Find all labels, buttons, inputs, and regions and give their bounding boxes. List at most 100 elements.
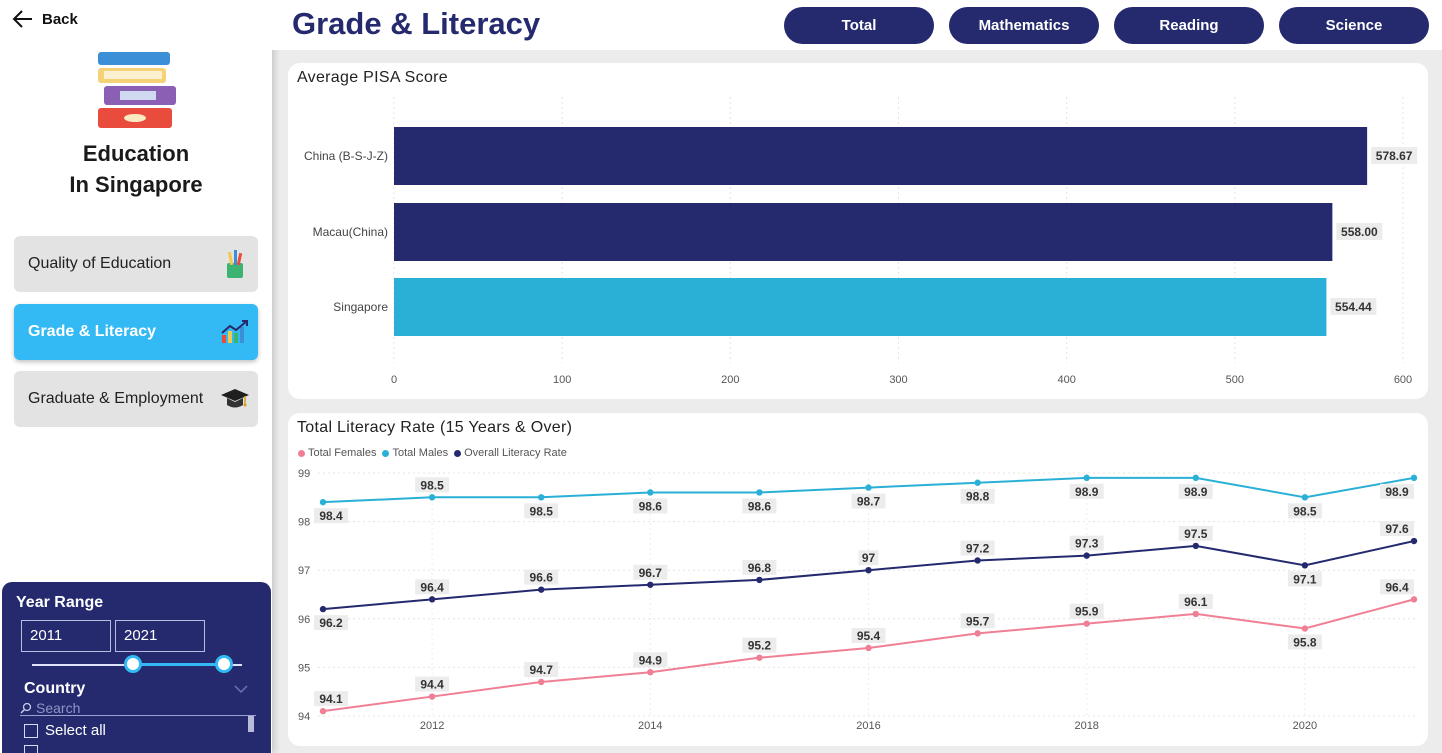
y-tick-label: 96 xyxy=(298,614,310,626)
data-point[interactable] xyxy=(1410,474,1418,482)
select-all-option[interactable]: Select all xyxy=(24,722,106,739)
data-point[interactable] xyxy=(647,489,654,496)
country-option[interactable] xyxy=(24,745,38,753)
select-all-label: Select all xyxy=(45,722,106,739)
data-point[interactable] xyxy=(974,479,981,486)
data-point[interactable] xyxy=(865,644,872,652)
tab-mathematics[interactable]: Mathematics xyxy=(949,7,1099,44)
data-label-bg xyxy=(960,613,995,629)
data-point[interactable] xyxy=(1083,620,1090,627)
literacy-line-chart: 94 95 96 97 98 99 2012 2014 2016 2018 2020 94.1 94.4… xyxy=(298,468,1418,732)
data-point[interactable] xyxy=(1410,537,1418,545)
data-point[interactable] xyxy=(1192,610,1199,618)
nav-item-quality-of-education[interactable]: Quality of Education xyxy=(14,236,258,292)
data-point[interactable] xyxy=(974,557,981,564)
bar[interactable] xyxy=(394,203,1333,261)
chevron-down-icon[interactable] xyxy=(234,684,248,694)
data-label: 96.8 xyxy=(748,561,772,575)
legend-dot xyxy=(382,449,390,457)
legend-label: Total Females xyxy=(308,447,377,459)
data-label: 97.3 xyxy=(1075,537,1099,551)
country-checkbox[interactable] xyxy=(24,745,38,753)
data-label: 97.6 xyxy=(1385,522,1409,536)
data-label: 96.1 xyxy=(1184,595,1208,609)
data-label: 95.8 xyxy=(1293,636,1317,650)
legend-item[interactable]: Total Females xyxy=(298,447,376,459)
data-label-bg xyxy=(1330,298,1377,315)
data-label-bg xyxy=(960,540,995,556)
data-point[interactable] xyxy=(538,586,545,593)
data-point[interactable] xyxy=(1301,625,1309,632)
arrow-left-icon xyxy=(12,10,32,28)
data-label-bg xyxy=(1069,603,1104,619)
data-label: 94.7 xyxy=(530,663,554,677)
data-point[interactable] xyxy=(538,678,545,686)
data-label-bg xyxy=(1178,483,1213,499)
legend-item[interactable]: Overall Literacy Rate xyxy=(454,447,567,459)
data-label-bg xyxy=(858,550,879,566)
data-point[interactable] xyxy=(1301,562,1309,569)
data-point[interactable] xyxy=(538,494,545,501)
data-label: 578.67 xyxy=(1376,149,1413,163)
data-label-bg xyxy=(415,579,450,595)
x-tick-label: 500 xyxy=(1226,374,1244,386)
data-point[interactable] xyxy=(756,654,763,661)
bar[interactable] xyxy=(394,127,1368,185)
legend-item[interactable]: Total Males xyxy=(382,447,448,459)
nav-item-grade-literacy[interactable]: Grade & Literacy xyxy=(14,304,258,360)
data-point[interactable] xyxy=(1192,474,1199,482)
data-point[interactable] xyxy=(1083,552,1090,559)
data-label: 98.9 xyxy=(1075,485,1099,499)
data-point[interactable] xyxy=(319,707,327,715)
country-search[interactable] xyxy=(20,699,256,716)
country-search-input[interactable] xyxy=(36,699,236,716)
data-point[interactable] xyxy=(319,498,327,506)
data-point[interactable] xyxy=(865,567,872,574)
x-tick-label: 100 xyxy=(553,374,571,386)
nav-item-graduate-employment[interactable]: Graduate & Employment xyxy=(14,371,258,427)
data-label-bg xyxy=(851,493,886,509)
data-point[interactable] xyxy=(428,596,436,603)
tab-reading[interactable]: Reading xyxy=(1114,7,1264,44)
books-stack-icon xyxy=(98,52,176,128)
brand-line-1: Education xyxy=(82,141,190,166)
data-label: 98.5 xyxy=(1293,504,1317,518)
data-point[interactable] xyxy=(1192,542,1199,550)
data-point[interactable] xyxy=(647,669,654,676)
tab-total[interactable]: Total xyxy=(784,7,934,44)
data-point[interactable] xyxy=(319,605,327,613)
tab-science[interactable]: Science xyxy=(1279,7,1429,44)
data-label-bg xyxy=(1069,535,1104,551)
data-point[interactable] xyxy=(756,576,763,584)
data-point[interactable] xyxy=(1410,596,1418,603)
bar[interactable] xyxy=(394,278,1327,336)
data-label-bg xyxy=(314,615,348,631)
year-from-input[interactable]: 2011 xyxy=(21,620,111,652)
data-label-bg xyxy=(524,503,559,519)
data-label: 97.1 xyxy=(1293,572,1317,586)
select-all-checkbox[interactable] xyxy=(24,723,38,738)
data-point[interactable] xyxy=(1301,494,1309,501)
y-tick-label: 95 xyxy=(298,662,310,674)
chart-title: Average PISA Score xyxy=(297,69,448,86)
data-point[interactable] xyxy=(756,489,763,496)
data-label: 98.6 xyxy=(748,499,772,513)
year-slider-end-handle[interactable] xyxy=(215,655,233,673)
data-point[interactable] xyxy=(428,494,436,501)
data-label: 95.4 xyxy=(857,629,881,643)
country-list-scrollbar[interactable] xyxy=(248,716,254,732)
back-button[interactable]: Back xyxy=(12,8,78,30)
data-point[interactable] xyxy=(974,630,981,637)
literacy-rate-card: Total Literacy Rate (15 Years & Over) To… xyxy=(288,413,1428,746)
data-point[interactable] xyxy=(428,693,436,700)
data-point[interactable] xyxy=(865,484,872,491)
data-label-bg xyxy=(1336,223,1383,240)
year-slider-start-handle[interactable] xyxy=(124,655,142,673)
category-label: China (B-S-J-Z) xyxy=(304,149,388,163)
data-point[interactable] xyxy=(1083,474,1090,482)
data-label: 98.5 xyxy=(530,504,554,518)
data-point[interactable] xyxy=(647,581,654,588)
x-tick-label: 0 xyxy=(391,374,397,386)
data-label: 97 xyxy=(862,551,876,565)
year-to-input[interactable]: 2021 xyxy=(115,620,205,652)
